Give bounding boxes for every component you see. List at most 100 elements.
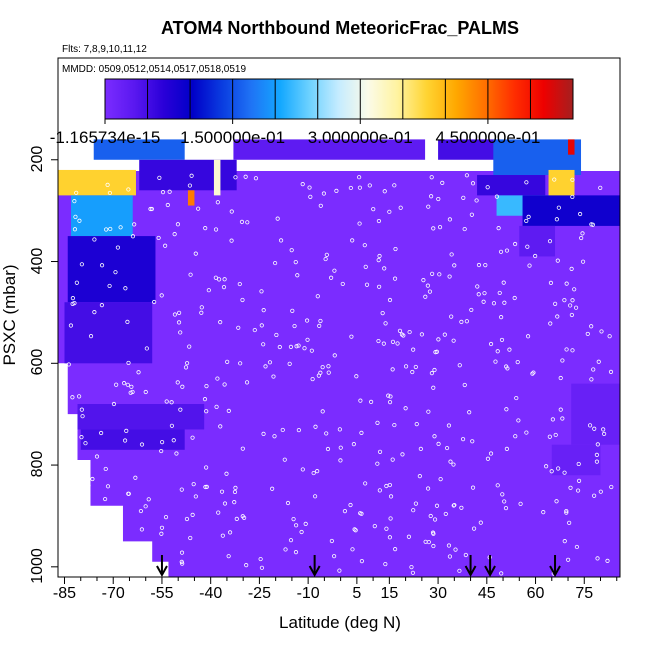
sample-point bbox=[94, 454, 100, 459]
sample-point bbox=[549, 469, 554, 474]
sample-point bbox=[596, 359, 601, 364]
sample-point bbox=[493, 359, 498, 364]
sample-point bbox=[418, 446, 423, 451]
sample-point bbox=[589, 377, 594, 382]
sample-point bbox=[564, 510, 569, 515]
sample-point bbox=[359, 511, 364, 516]
sample-point bbox=[308, 194, 313, 199]
cross-section-patch-1 bbox=[70, 195, 133, 237]
sample-point bbox=[451, 338, 456, 343]
sample-point bbox=[358, 398, 363, 403]
sample-point bbox=[148, 206, 153, 212]
sample-point bbox=[261, 342, 266, 347]
sample-point bbox=[111, 401, 117, 407]
sample-point bbox=[282, 457, 287, 462]
cross-section-patch-12 bbox=[493, 139, 582, 176]
sample-point bbox=[562, 539, 567, 544]
sample-point bbox=[326, 364, 331, 369]
sample-point bbox=[594, 459, 600, 464]
sample-point bbox=[73, 428, 78, 433]
cross-section-patch-5 bbox=[80, 429, 185, 450]
sample-point bbox=[138, 508, 144, 514]
sample-point bbox=[462, 226, 467, 232]
sample-point bbox=[474, 198, 479, 203]
sample-point bbox=[92, 310, 97, 315]
sample-point bbox=[103, 496, 108, 502]
sample-point bbox=[332, 353, 337, 358]
sample-point bbox=[304, 318, 310, 323]
sample-point bbox=[469, 307, 474, 313]
sample-point bbox=[174, 451, 179, 456]
sample-point bbox=[524, 180, 529, 185]
sample-point bbox=[605, 558, 610, 563]
sample-point bbox=[504, 248, 510, 253]
sample-point bbox=[491, 301, 497, 306]
sample-point bbox=[569, 266, 574, 271]
sample-point bbox=[553, 301, 558, 306]
sample-point bbox=[531, 370, 536, 375]
sample-point bbox=[436, 337, 441, 342]
sample-point bbox=[160, 440, 165, 445]
sample-point bbox=[403, 406, 408, 411]
sample-point bbox=[512, 295, 517, 301]
sample-point bbox=[382, 189, 387, 194]
sample-point bbox=[159, 525, 165, 530]
sample-point bbox=[342, 508, 348, 514]
sample-point bbox=[393, 547, 398, 552]
sample-point bbox=[372, 523, 377, 529]
sample-point bbox=[451, 503, 456, 508]
sample-point bbox=[504, 407, 509, 412]
sample-point bbox=[499, 337, 505, 343]
sample-point bbox=[125, 319, 130, 325]
sample-point bbox=[558, 407, 563, 412]
sample-point bbox=[79, 262, 84, 267]
sample-point bbox=[495, 483, 500, 488]
sample-point bbox=[485, 185, 490, 190]
sample-point bbox=[436, 196, 441, 202]
sample-point bbox=[129, 384, 134, 389]
sample-point bbox=[423, 294, 428, 299]
cross-section-patch-20 bbox=[551, 444, 601, 476]
sample-point bbox=[495, 349, 500, 354]
sample-point bbox=[419, 332, 425, 337]
sample-point bbox=[108, 226, 113, 232]
cross-section-patch-3 bbox=[64, 302, 153, 364]
sample-point bbox=[114, 382, 119, 387]
sample-point bbox=[107, 190, 112, 196]
sample-point bbox=[117, 526, 122, 532]
sample-point bbox=[387, 400, 393, 405]
sample-point bbox=[431, 531, 436, 536]
sample-point bbox=[183, 365, 189, 370]
sample-point bbox=[417, 474, 422, 479]
sample-point bbox=[179, 559, 184, 564]
sample-point bbox=[193, 494, 198, 499]
sample-point bbox=[238, 361, 243, 366]
sample-point bbox=[88, 334, 94, 339]
sample-point bbox=[280, 427, 285, 433]
sample-point bbox=[331, 554, 337, 559]
y-tick-label: 600 bbox=[29, 348, 46, 376]
sample-point bbox=[397, 328, 403, 333]
arrow-marker-head bbox=[549, 565, 561, 578]
sample-point bbox=[552, 177, 557, 182]
sample-point bbox=[463, 552, 468, 558]
sample-point bbox=[353, 528, 358, 533]
sample-point bbox=[176, 310, 182, 315]
sample-point bbox=[259, 289, 264, 294]
sample-point bbox=[163, 243, 168, 248]
sample-point bbox=[160, 190, 166, 195]
arrow-marker-head bbox=[484, 565, 496, 578]
sample-point bbox=[500, 492, 505, 497]
colorbar-tick-label: 1.500000e-01 bbox=[180, 128, 286, 147]
sample-point bbox=[79, 435, 84, 440]
sample-point bbox=[337, 568, 342, 573]
sample-point bbox=[80, 414, 85, 419]
sample-point bbox=[103, 466, 108, 472]
sample-point bbox=[220, 533, 225, 538]
sample-point bbox=[204, 484, 209, 489]
sample-point bbox=[496, 226, 501, 231]
sample-point bbox=[79, 407, 84, 412]
sample-point bbox=[292, 323, 297, 329]
sample-point bbox=[70, 296, 75, 301]
sample-point bbox=[470, 181, 476, 186]
